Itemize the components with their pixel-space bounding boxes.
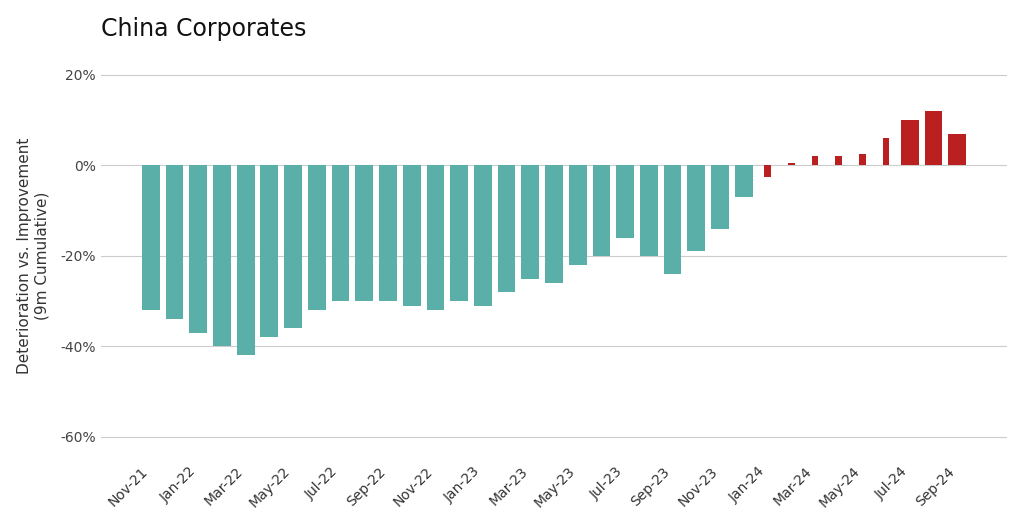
Bar xyxy=(402,165,421,306)
Bar xyxy=(859,154,865,165)
Bar xyxy=(640,165,657,256)
Bar xyxy=(883,138,890,165)
Bar xyxy=(687,165,706,251)
Bar xyxy=(355,165,373,301)
Bar xyxy=(474,165,492,306)
Bar xyxy=(948,134,966,165)
Bar xyxy=(427,165,444,310)
Bar xyxy=(142,165,160,310)
Y-axis label: Deterioration vs. Improvement
(9m Cumulative): Deterioration vs. Improvement (9m Cumula… xyxy=(16,138,49,374)
Bar xyxy=(664,165,682,274)
Bar xyxy=(166,165,183,319)
Bar xyxy=(836,157,842,165)
Text: China Corporates: China Corporates xyxy=(100,17,306,41)
Bar xyxy=(735,165,753,197)
Bar xyxy=(764,165,771,177)
Bar xyxy=(616,165,634,238)
Bar xyxy=(901,120,919,165)
Bar xyxy=(260,165,279,337)
Bar xyxy=(711,165,729,229)
Bar xyxy=(213,165,230,346)
Bar xyxy=(189,165,207,333)
Bar xyxy=(308,165,326,310)
Bar xyxy=(237,165,255,355)
Bar xyxy=(498,165,515,292)
Bar xyxy=(593,165,610,256)
Bar xyxy=(521,165,540,279)
Bar xyxy=(332,165,349,301)
Bar xyxy=(285,165,302,328)
Bar xyxy=(451,165,468,301)
Bar xyxy=(925,111,942,165)
Bar xyxy=(379,165,397,301)
Bar xyxy=(787,163,795,165)
Bar xyxy=(812,157,818,165)
Bar xyxy=(545,165,563,283)
Bar xyxy=(568,165,587,265)
